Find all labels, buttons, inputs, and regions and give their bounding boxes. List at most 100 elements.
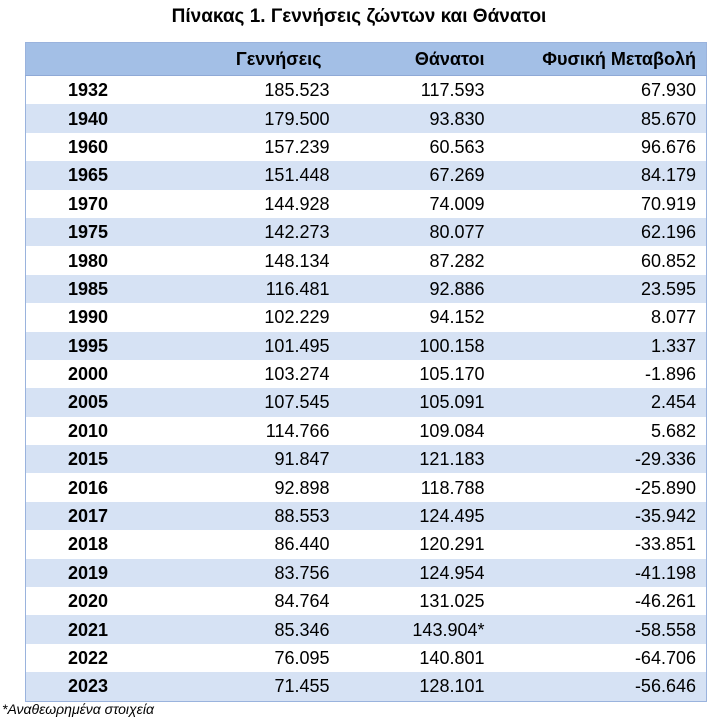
cell-deaths: 105.170: [419, 364, 485, 385]
cell-natural-change: 2.454: [650, 392, 696, 413]
cell-births: 151.448: [264, 165, 330, 186]
cell-year: 1990: [68, 307, 109, 328]
table-row: 2020 84.764 131.025 -46.261: [25, 587, 707, 616]
cell-natural-change: -41.198: [634, 562, 696, 583]
cell-natural-change: 67.930: [640, 80, 696, 101]
cell-deaths: 140.801: [419, 648, 485, 668]
cell-natural-change: 60.852: [640, 250, 696, 271]
cell-births: 107.545: [264, 392, 330, 413]
table-row: 1995 101.495 100.158 1.337: [25, 331, 707, 360]
cell-natural-change: -56.646: [634, 676, 696, 697]
cell-deaths: 67.269: [429, 165, 485, 186]
table-row: 1965 151.448 67.269 84.179: [25, 161, 707, 190]
cell-year: 2000: [68, 364, 109, 385]
table-row: 1975 142.273 80.077 62.196: [25, 217, 707, 247]
cell-births: 148.134: [264, 250, 330, 271]
cell-births: 71.455: [274, 676, 330, 697]
cell-natural-change: 70.919: [640, 193, 696, 214]
cell-deaths: 74.009: [429, 193, 485, 214]
table-row: 1940 179.500 93.830 85.670: [25, 104, 707, 133]
cell-births: 76.095: [274, 648, 330, 668]
cell-year: 1965: [68, 165, 109, 186]
cell-natural-change: -35.942: [634, 506, 696, 527]
cell-natural-change: 96.676: [640, 136, 696, 157]
table-row: 2018 86.440 120.291 -33.851: [25, 530, 707, 559]
cell-year: 1980: [68, 250, 109, 271]
cell-year: 2021: [68, 619, 109, 640]
cell-year: 2015: [68, 449, 109, 470]
table-row: 2005 107.545 105.091 2.454: [25, 388, 707, 417]
cell-natural-change: 85.670: [640, 108, 696, 129]
cell-deaths: 128.101: [419, 676, 485, 697]
cell-deaths: 124.495: [419, 506, 485, 527]
cell-births: 91.847: [274, 449, 330, 470]
table-row: 2010 114.766 109.084 5.682: [25, 416, 707, 446]
header-births: Γεννήσεις: [175, 42, 358, 76]
cell-natural-change: -46.261: [634, 591, 696, 612]
table-row: 1990 102.229 94.152 8.077: [25, 303, 707, 332]
cell-natural-change: 1.337: [650, 335, 696, 356]
cell-year: 1995: [68, 335, 109, 356]
table-row: 1960 157.239 60.563 96.676: [25, 132, 707, 162]
cell-year: 2022: [68, 648, 109, 668]
cell-births: 101.495: [264, 335, 330, 356]
cell-natural-change: 5.682: [650, 420, 696, 441]
cell-births: 88.553: [274, 506, 330, 527]
table-row: 1970 144.928 74.009 70.919: [25, 189, 707, 218]
header-deaths: Θάνατοι: [357, 42, 515, 76]
cell-births: 86.440: [274, 534, 330, 555]
cell-births: 83.756: [274, 562, 330, 583]
cell-deaths: 117.593: [420, 80, 485, 101]
cell-year: 2010: [68, 420, 109, 441]
cell-deaths: 94.152: [429, 307, 485, 328]
table-row: 2023 71.455 128.101 -56.646: [25, 672, 707, 702]
cell-deaths: 131.025: [419, 591, 485, 612]
header-year: [25, 42, 176, 76]
cell-natural-change: -33.851: [634, 534, 696, 555]
cell-year: 2017: [68, 506, 109, 527]
cell-births: 185.523: [264, 80, 330, 101]
table-row: 2019 83.756 124.954 -41.198: [25, 558, 707, 588]
table-row: 2000 103.274 105.170 -1.896: [25, 359, 707, 389]
cell-deaths: 100.158: [419, 335, 485, 356]
cell-year: 2005: [68, 392, 109, 413]
footnote: *Αναθεωρημένα στοιχεία: [2, 701, 154, 717]
births-deaths-table: Γεννήσεις Θάνατοι Φυσική Μεταβολή 1932 18…: [25, 42, 707, 702]
table-row: 1932 185.523 117.593 67.930: [25, 75, 707, 105]
cell-year: 2016: [68, 477, 109, 498]
cell-year: 1975: [68, 222, 109, 243]
table-row: 1980 148.134 87.282 60.852: [25, 246, 707, 275]
cell-births: 144.928: [264, 193, 330, 214]
cell-births: 92.898: [274, 477, 330, 498]
header-row: Γεννήσεις Θάνατοι Φυσική Μεταβολή: [25, 42, 707, 76]
cell-year: 1960: [68, 136, 109, 157]
cell-deaths: 80.077: [429, 222, 485, 243]
cell-deaths: 109.084: [419, 420, 485, 441]
cell-births: 114.766: [265, 420, 330, 441]
cell-births: 103.274: [264, 364, 330, 385]
cell-year: 1932: [68, 80, 109, 101]
table-row: 2017 88.553 124.495 -35.942: [25, 501, 707, 531]
cell-natural-change: 62.196: [640, 222, 696, 243]
cell-deaths: 87.282: [429, 250, 485, 271]
cell-deaths: 120.291: [419, 534, 485, 555]
cell-deaths: 93.830: [429, 108, 485, 129]
cell-year: 2018: [68, 534, 109, 555]
table-row: 2015 91.847 121.183 -29.336: [25, 445, 707, 474]
table-row: 2022 76.095 140.801 -64.706: [25, 643, 707, 673]
table-row: 2016 92.898 118.788 -25.890: [25, 473, 707, 502]
cell-births: 116.481: [265, 278, 330, 299]
cell-births: 157.239: [264, 136, 330, 157]
table-title: Πίνακας 1. Γεννήσεις ζώντων και Θάνατοι: [171, 6, 547, 27]
cell-natural-change: 8.077: [650, 307, 696, 328]
cell-deaths: 143.904*: [412, 619, 485, 640]
cell-natural-change: -29.336: [634, 449, 696, 470]
table-row: 1985 116.481 92.886 23.595: [25, 274, 707, 304]
cell-deaths: 124.954: [419, 562, 485, 583]
cell-natural-change: -25.890: [634, 477, 696, 498]
cell-natural-change: 84.179: [640, 165, 696, 186]
cell-year: 2020: [68, 591, 109, 612]
cell-deaths: 92.886: [429, 278, 485, 299]
cell-deaths: 105.091: [419, 392, 485, 413]
table-row: 2021 85.346 143.904* -58.558: [25, 615, 707, 644]
